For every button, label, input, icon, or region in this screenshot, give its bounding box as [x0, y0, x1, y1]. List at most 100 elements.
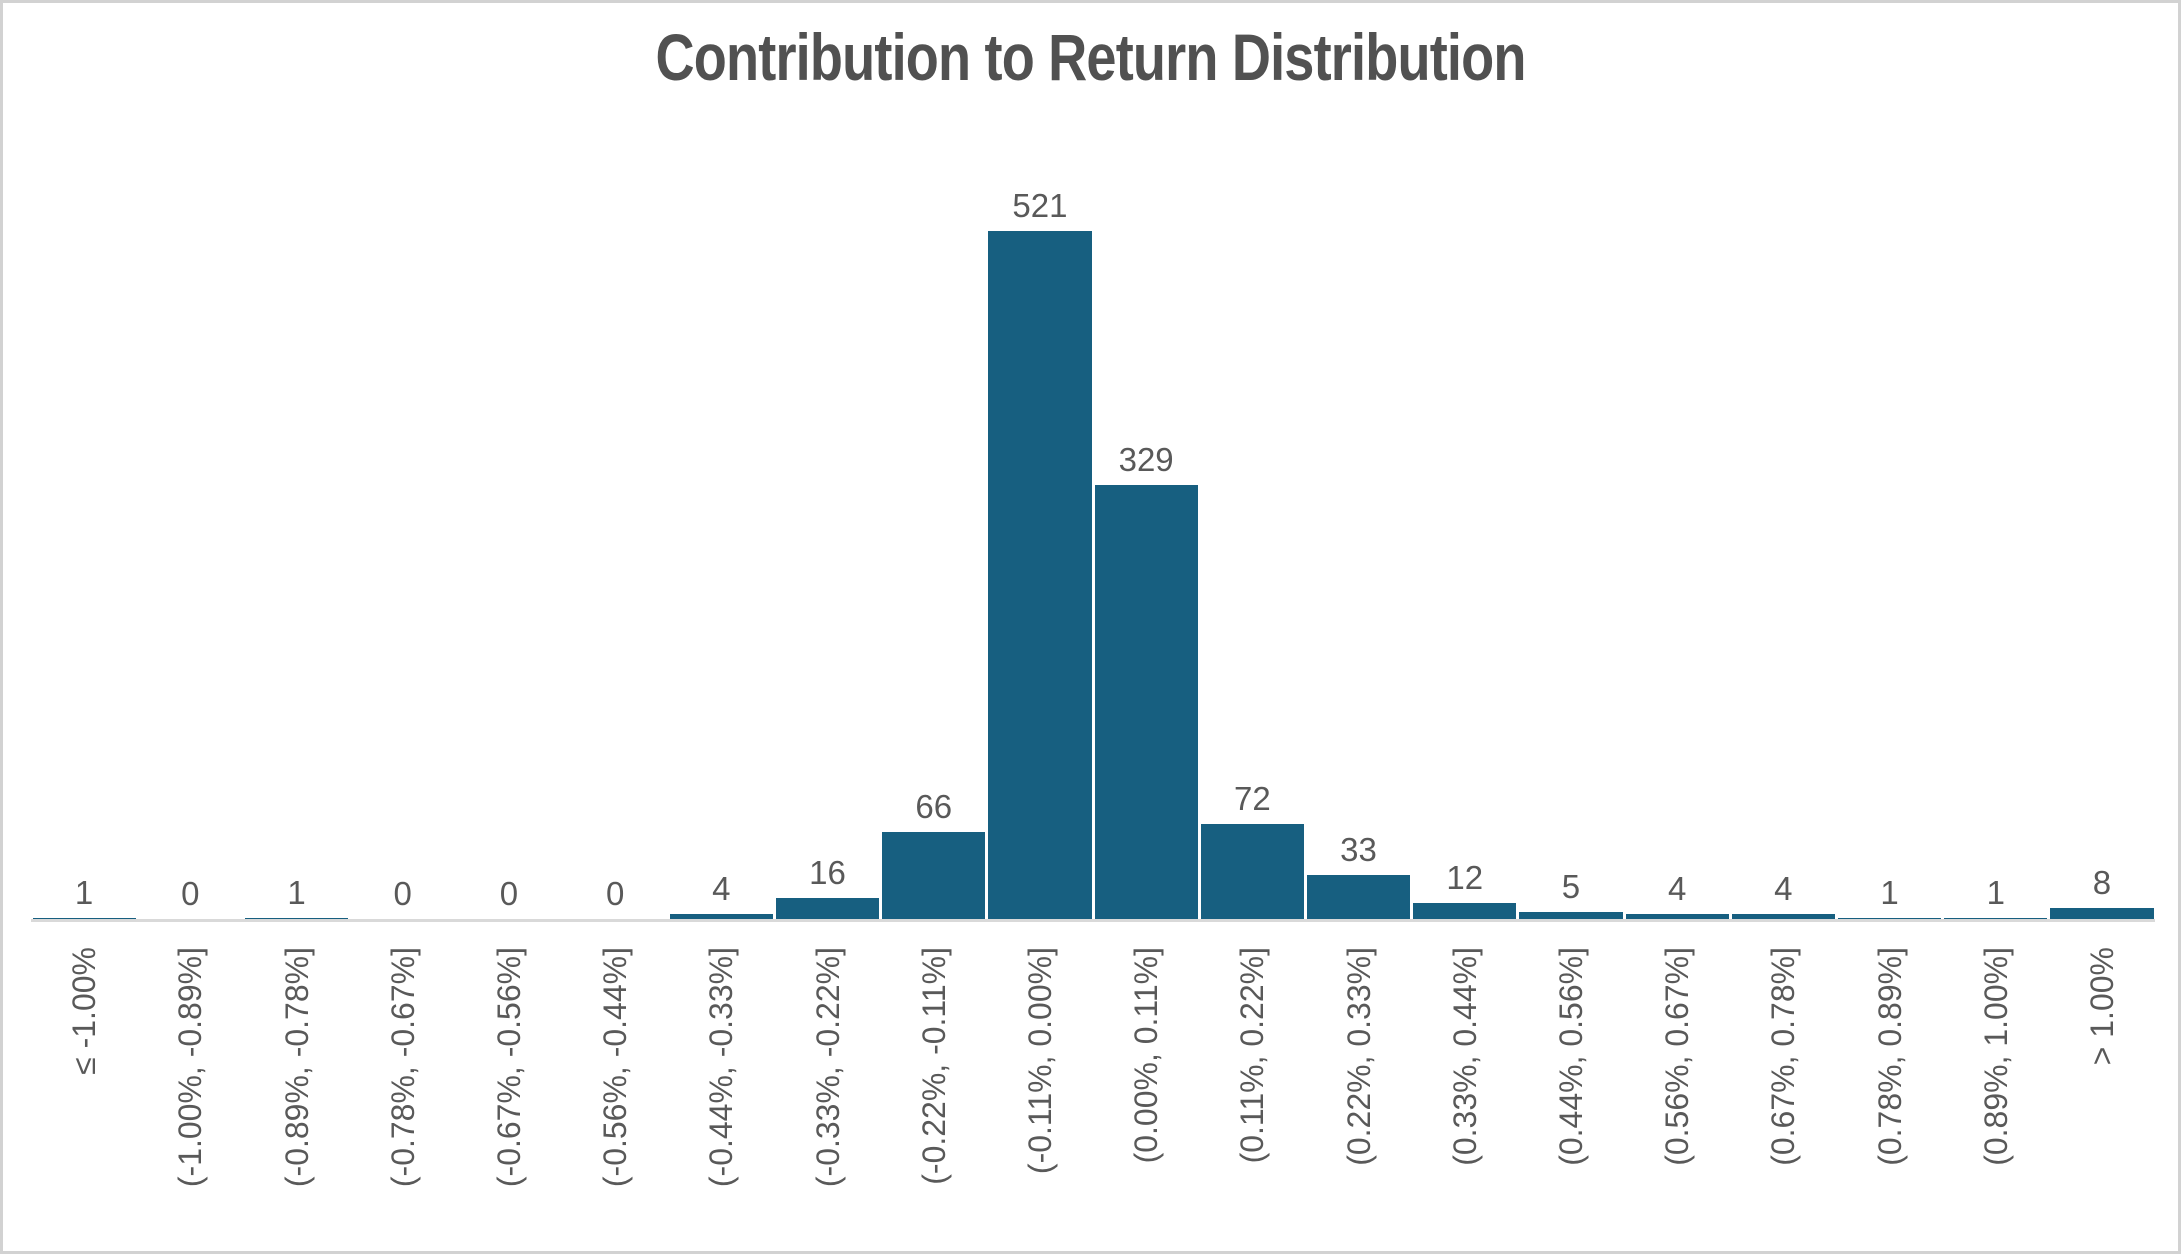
histogram-bin: 4 [1624, 872, 1730, 919]
x-axis-category-label: (0.33%, 0.44%] [1446, 947, 1483, 1166]
bar-value-label: 1 [74, 873, 94, 911]
x-axis-category-label: (-0.44%, -0.33%] [703, 947, 740, 1188]
bar-value-label: 329 [1118, 440, 1174, 478]
histogram-bin: 1 [1836, 876, 1942, 919]
bar-value-label: 72 [1233, 779, 1271, 817]
bar-value-label: 5 [1561, 868, 1581, 906]
histogram-bin: 4 [1730, 872, 1836, 919]
bar-value-label: 33 [1340, 831, 1377, 869]
x-axis-label-cell: (0.89%, 1.00%] [1943, 947, 2049, 1251]
x-axis-label-cell: (-1.00%, -0.89%] [137, 947, 243, 1251]
bar-value-label: 1 [287, 873, 306, 911]
histogram-bin: 0 [350, 877, 456, 919]
bar-value-label: 0 [605, 875, 625, 912]
histogram-bar [2050, 908, 2154, 919]
histogram-bin: 1 [243, 876, 349, 919]
x-axis-category-label: (0.11%, 0.22%] [1234, 947, 1271, 1164]
x-axis-label-cell: (0.56%, 0.67%] [1624, 947, 1730, 1251]
histogram-bin: 521 [987, 189, 1093, 919]
histogram-bar [775, 897, 880, 919]
x-axis-category-label: (-0.22%, -0.11%] [915, 947, 952, 1185]
bars-row: 1 0 1 0 0 0 4 16 66 521 329 72 33 12 5 4 4 1 1 8 [31, 101, 2155, 919]
histogram-bin: 329 [1093, 440, 1199, 919]
histogram-bin: 1 [1943, 876, 2049, 919]
histogram-bar [1200, 823, 1304, 919]
x-axis-category-label: (-0.67%, -0.56%] [490, 947, 527, 1188]
x-axis-category-label: (-0.56%, -0.44%] [597, 947, 634, 1188]
x-axis-label-cell: (0.78%, 0.89%] [1836, 947, 1942, 1251]
x-axis-category-label: (-0.11%, 0.00%] [1021, 947, 1058, 1175]
x-axis-label-cell: > 1.00% [2049, 947, 2155, 1251]
x-axis-line [31, 919, 2155, 922]
x-axis-label-cell: (-0.78%, -0.67%] [350, 947, 456, 1251]
plot-area: 1 0 1 0 0 0 4 16 66 521 329 72 33 12 5 4 4 1 1 8 ≤ -1.00% (-… [31, 3, 2155, 1251]
chart-title-row: Contribution to Return Distribution [3, 20, 2178, 94]
histogram-bar [1413, 903, 1517, 919]
x-axis-label-cell: (-0.11%, 0.00%] [987, 947, 1093, 1251]
x-axis-labels-row: ≤ -1.00% (-1.00%, -0.89%] (-0.89%, -0.78%]… [31, 947, 2155, 1251]
bar-value-label: 4 [1667, 869, 1687, 907]
x-axis-label-cell: (0.22%, 0.33%] [1305, 947, 1411, 1251]
x-axis-category-label: (0.89%, 1.00%] [1977, 947, 2014, 1166]
histogram-bar [1731, 913, 1835, 919]
histogram-bar [1837, 917, 1942, 919]
histogram-bin: 8 [2049, 866, 2155, 919]
histogram-bin: 72 [1199, 782, 1305, 919]
x-axis-label-cell: (-0.56%, -0.44%] [562, 947, 668, 1251]
bar-value-label: 1 [1880, 873, 1899, 911]
histogram-bin: 5 [1518, 870, 1624, 919]
bar-value-label: 16 [809, 853, 846, 891]
bar-value-label: 8 [2092, 864, 2112, 902]
histogram-bin: 1 [31, 876, 137, 919]
x-axis-label-cell: (0.33%, 0.44%] [1412, 947, 1518, 1251]
histogram-bar [1625, 913, 1729, 919]
x-axis-label-cell: (-0.89%, -0.78%] [243, 947, 349, 1251]
x-axis-category-label: (0.44%, 0.56%] [1552, 947, 1589, 1166]
histogram-bar [1519, 912, 1623, 919]
bar-value-label: 66 [915, 787, 953, 825]
x-axis-label-cell: (0.44%, 0.56%] [1518, 947, 1624, 1251]
x-axis-category-label: ≤ -1.00% [66, 947, 103, 1075]
histogram-bar [988, 231, 1092, 919]
x-axis-label-cell: ≤ -1.00% [31, 947, 137, 1251]
x-axis-category-label: (-0.33%, -0.22%] [809, 947, 846, 1188]
chart-title: Contribution to Return Distribution [655, 20, 1526, 94]
bar-value-label: 12 [1446, 859, 1484, 897]
x-axis-category-label: (0.56%, 0.67%] [1659, 947, 1696, 1166]
bar-value-label: 521 [1012, 187, 1068, 224]
histogram-bar [1306, 875, 1411, 919]
x-axis-category-label: (0.67%, 0.78%] [1765, 947, 1802, 1166]
x-axis-label-cell: (-0.44%, -0.33%] [668, 947, 774, 1251]
histogram-bar [244, 917, 349, 919]
x-axis-label-cell: (-0.22%, -0.11%] [881, 947, 987, 1251]
x-axis-label-cell: (0.00%, 0.11%] [1093, 947, 1199, 1251]
histogram-bin: 33 [1305, 833, 1411, 919]
histogram-bin: 0 [456, 877, 562, 919]
bar-value-label: 1 [1986, 873, 2005, 911]
x-axis-category-label: (-0.78%, -0.67%] [384, 947, 421, 1188]
histogram-bin: 16 [774, 856, 880, 919]
x-axis-label-cell: (0.67%, 0.78%] [1730, 947, 1836, 1251]
x-axis-category-label: (-0.89%, -0.78%] [278, 947, 315, 1188]
x-axis-label-cell: (-0.67%, -0.56%] [456, 947, 562, 1251]
histogram-bar [1094, 484, 1198, 919]
histogram-bin: 0 [137, 877, 243, 919]
histogram-bin: 0 [562, 877, 668, 919]
bar-value-label: 4 [1774, 869, 1793, 907]
x-axis-category-label: (0.78%, 0.89%] [1871, 947, 1908, 1166]
histogram-bar [882, 831, 986, 919]
bar-value-label: 4 [712, 869, 731, 907]
x-axis-category-label: (0.00%, 0.11%] [1128, 947, 1165, 1164]
x-axis-category-label: (0.22%, 0.33%] [1340, 947, 1377, 1166]
histogram-bar [1944, 917, 2048, 919]
histogram-bar [32, 917, 136, 919]
x-axis-category-label: (-1.00%, -0.89%] [172, 947, 209, 1188]
histogram-bin: 4 [668, 872, 774, 919]
x-axis-label-cell: (-0.33%, -0.22%] [774, 947, 880, 1251]
x-axis-category-label: > 1.00% [2083, 947, 2120, 1066]
histogram-bin: 66 [881, 790, 987, 919]
histogram-bin: 12 [1412, 861, 1518, 919]
histogram-bar [669, 913, 773, 919]
bar-value-label: 0 [499, 875, 519, 912]
